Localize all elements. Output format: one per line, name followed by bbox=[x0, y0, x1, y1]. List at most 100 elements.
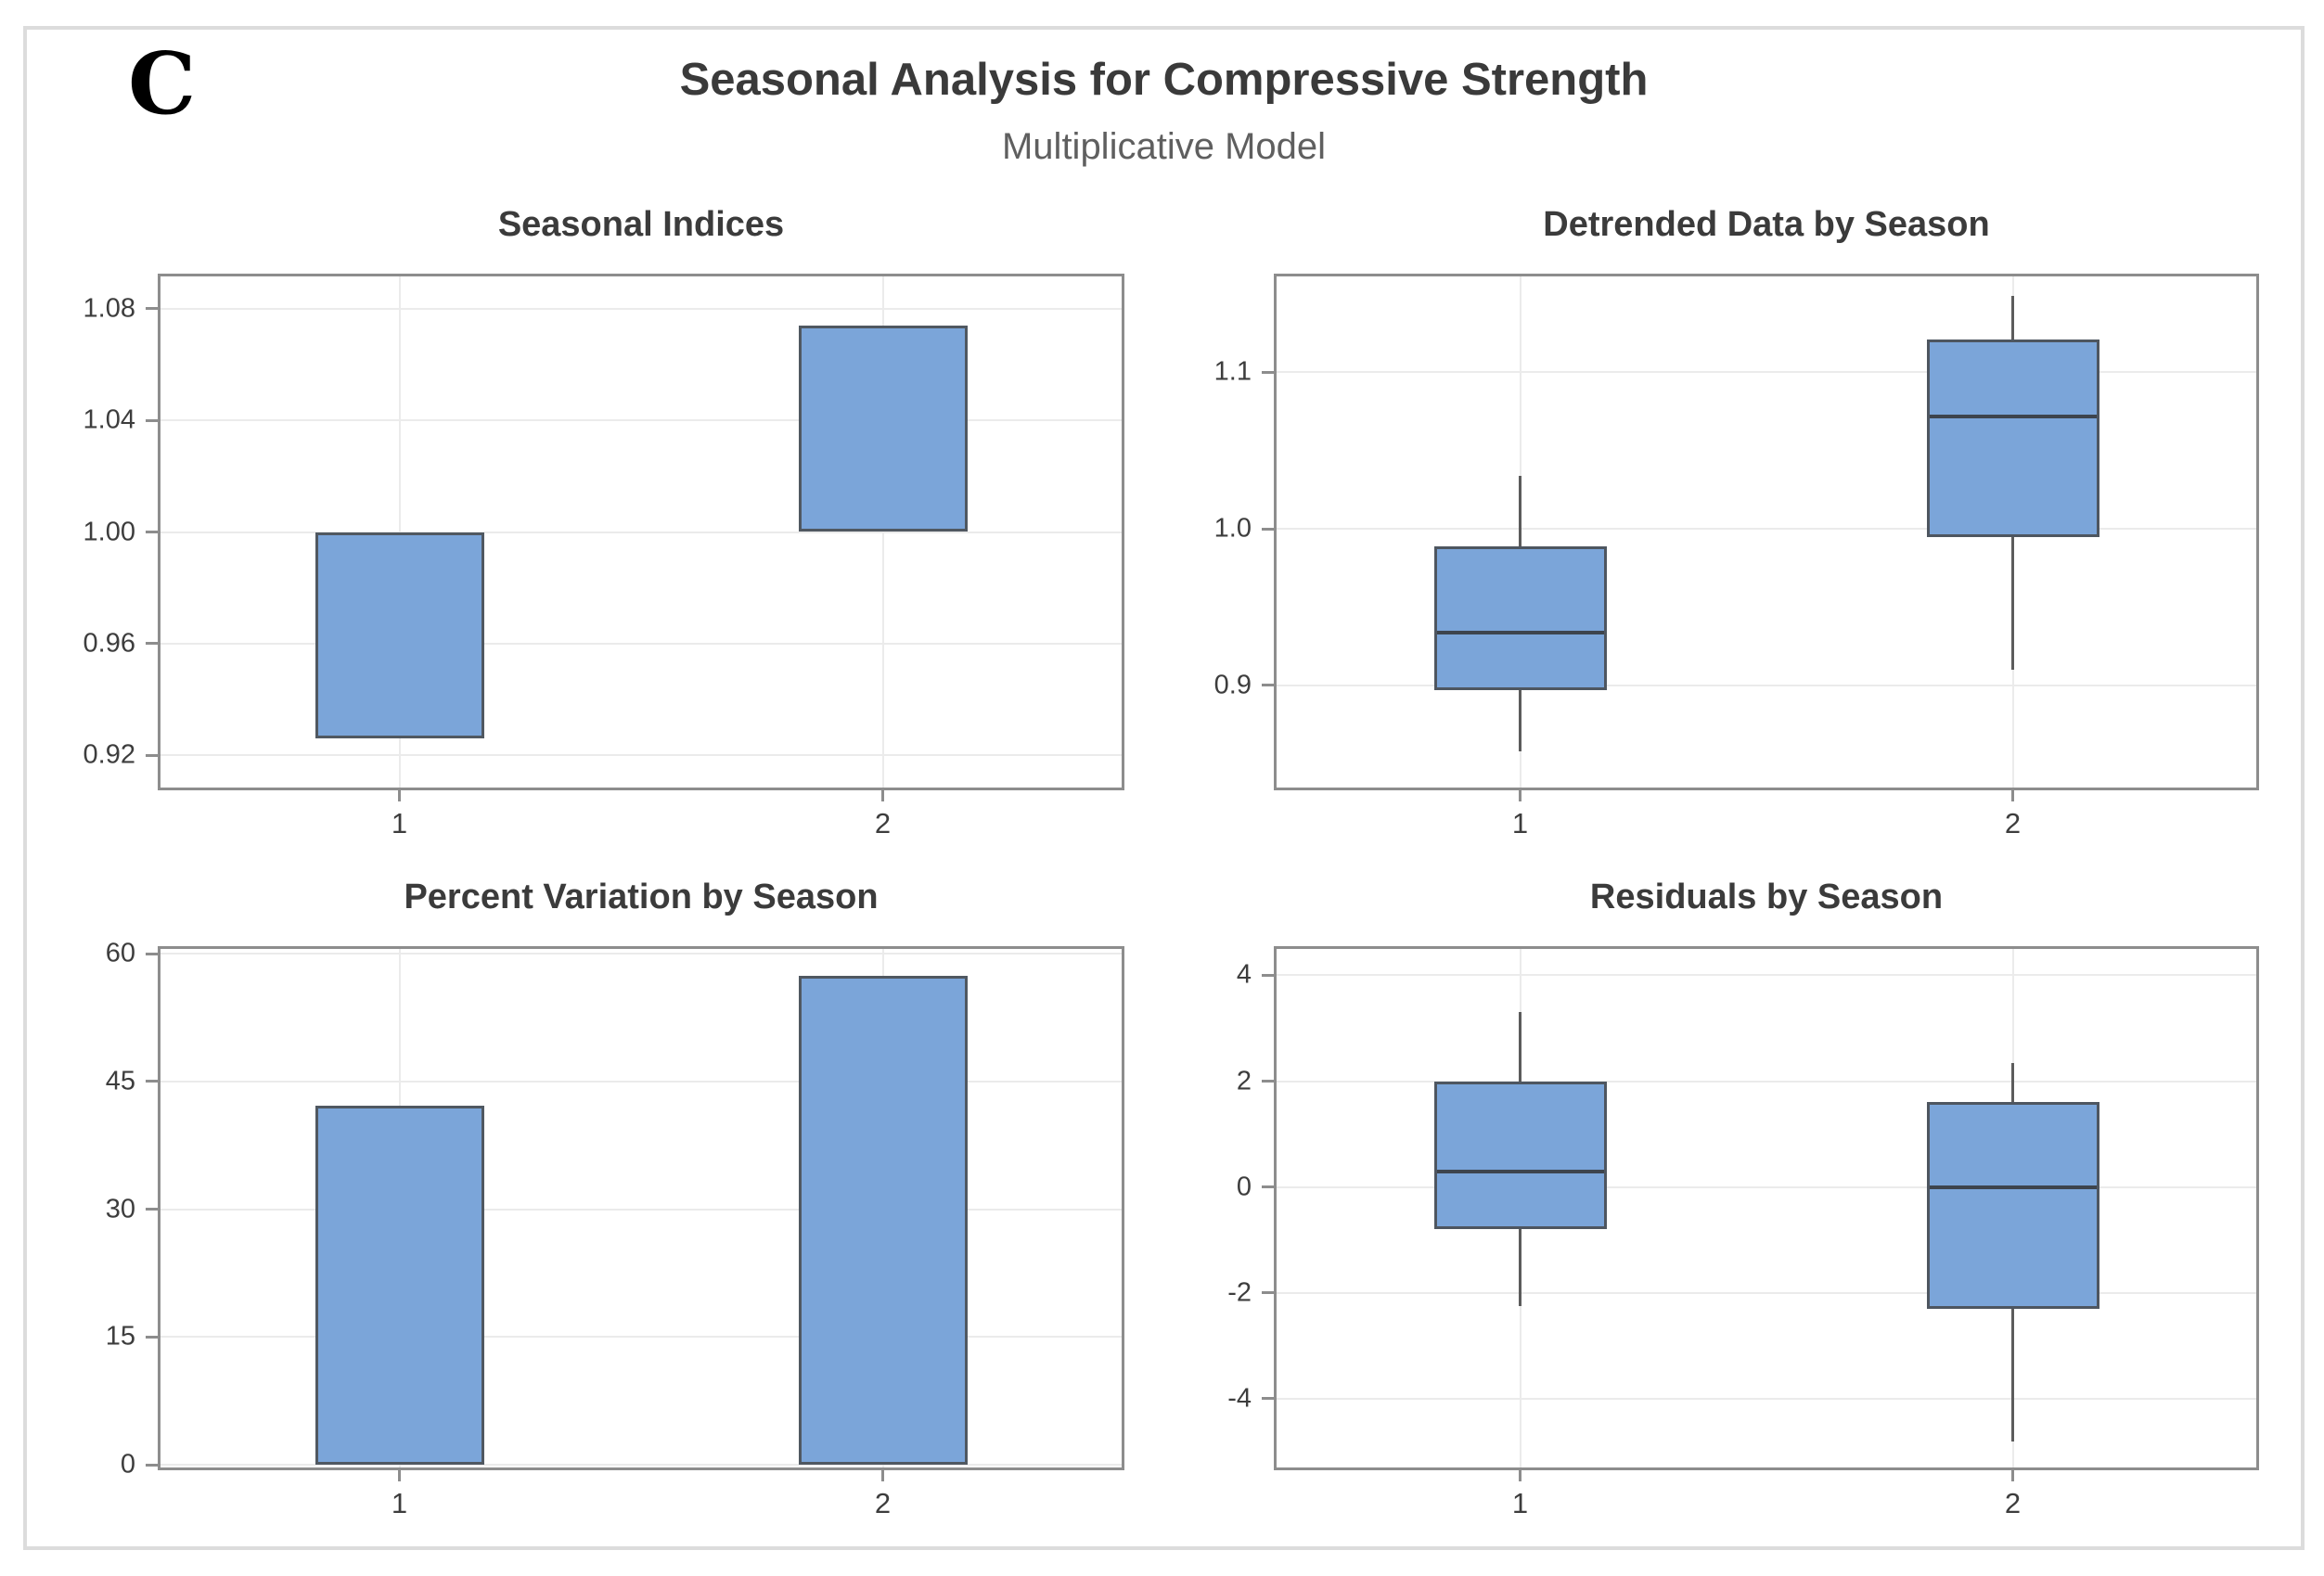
y-axis-tick bbox=[146, 1463, 158, 1467]
y-axis-tick bbox=[146, 1208, 158, 1211]
x-axis-tick bbox=[2011, 790, 2014, 801]
gridline-horizontal bbox=[158, 1080, 1124, 1083]
plot-area-border bbox=[1274, 946, 2259, 1470]
lower-whisker bbox=[2011, 536, 2014, 671]
bar-season-2 bbox=[798, 325, 968, 532]
bar-season-1 bbox=[315, 532, 484, 739]
y-axis-tick-label: 1.0 bbox=[1213, 513, 1252, 544]
y-axis-tick bbox=[146, 753, 158, 757]
x-axis-tick-label: 1 bbox=[1511, 807, 1529, 839]
x-axis-tick-label: 1 bbox=[1511, 1487, 1529, 1519]
gridline-horizontal bbox=[158, 531, 1124, 533]
gridline-horizontal bbox=[1274, 974, 2259, 977]
y-axis-tick bbox=[146, 1335, 158, 1339]
gridline-horizontal bbox=[158, 419, 1124, 422]
subplot-residuals-by-season: Residuals by Season 4 2 0 -2 -4 1 2 bbox=[1227, 878, 2259, 1519]
y-axis-tick bbox=[1262, 973, 1274, 977]
upper-whisker bbox=[1519, 1012, 1522, 1082]
y-axis-tick bbox=[146, 418, 158, 422]
x-axis-tick bbox=[2011, 1470, 2014, 1481]
gridline-horizontal bbox=[158, 1336, 1124, 1339]
main-title: Seasonal Analysis for Compressive Streng… bbox=[679, 55, 1649, 105]
bar-season-2 bbox=[798, 976, 968, 1466]
gridline-horizontal bbox=[1274, 1185, 2259, 1188]
y-axis-tick bbox=[146, 1080, 158, 1083]
y-axis-tick-label: 1.08 bbox=[83, 293, 135, 324]
y-axis-tick-label: 30 bbox=[105, 1194, 135, 1224]
subplot-title: Seasonal Indices bbox=[497, 205, 785, 244]
subplot-seasonal-indices: Seasonal Indices 1.08 1.04 1.00 0.96 0.92 1 2 bbox=[83, 205, 1124, 839]
y-axis-tick-label: 1.04 bbox=[83, 404, 135, 435]
gridline-horizontal bbox=[1274, 1397, 2259, 1400]
x-axis-tick-label: 1 bbox=[391, 1487, 408, 1519]
y-axis-tick bbox=[1262, 1291, 1274, 1295]
subplot-title: Detrended Data by Season bbox=[1543, 205, 1990, 244]
x-axis-tick bbox=[398, 790, 401, 801]
gridline-horizontal bbox=[1274, 371, 2259, 374]
y-axis-tick bbox=[146, 952, 158, 955]
subplot-detrended-data-by-season: Detrended Data by Season 1.1 1.0 0.9 1 2 bbox=[1214, 205, 2259, 839]
y-axis-tick bbox=[146, 307, 158, 311]
bar-season-1 bbox=[315, 1105, 484, 1466]
y-axis-tick-label: -2 bbox=[1227, 1277, 1252, 1308]
plot-area-border bbox=[158, 946, 1124, 1470]
y-axis-tick-label: 0.92 bbox=[83, 739, 135, 770]
y-axis-tick-label: 45 bbox=[105, 1066, 135, 1096]
gridline-horizontal bbox=[1274, 528, 2259, 531]
y-axis-tick bbox=[1262, 684, 1274, 687]
box-season-2 bbox=[1926, 339, 2099, 537]
box-season-1 bbox=[1433, 1081, 1607, 1230]
y-axis-tick-label: 1.00 bbox=[83, 517, 135, 546]
x-axis-tick bbox=[398, 1470, 401, 1481]
median-line bbox=[1436, 1169, 1604, 1173]
subtitle: Multiplicative Model bbox=[1001, 126, 1327, 167]
subplot-title: Percent Variation by Season bbox=[404, 878, 879, 916]
median-line bbox=[1436, 630, 1604, 634]
x-axis-tick-label: 1 bbox=[391, 807, 408, 839]
median-line bbox=[1929, 414, 2097, 418]
gridline-horizontal bbox=[1274, 1080, 2259, 1083]
y-axis-tick-label: -4 bbox=[1227, 1383, 1252, 1414]
y-axis-tick bbox=[1262, 1185, 1274, 1189]
x-axis-tick-label: 2 bbox=[874, 807, 892, 839]
x-axis-tick bbox=[881, 1470, 884, 1481]
gridline-horizontal bbox=[1274, 684, 2259, 686]
box-season-1 bbox=[1433, 545, 1607, 690]
y-axis-tick bbox=[1262, 1397, 1274, 1401]
x-axis-tick-label: 2 bbox=[2004, 807, 2022, 839]
y-axis-tick-label: 1.1 bbox=[1213, 356, 1252, 387]
y-axis-tick-label: 60 bbox=[105, 938, 135, 968]
gridline-horizontal bbox=[1274, 1291, 2259, 1294]
y-axis-tick bbox=[1262, 527, 1274, 531]
y-axis-tick-label: 0 bbox=[120, 1449, 135, 1480]
gridline-horizontal bbox=[158, 307, 1124, 310]
gridline-horizontal bbox=[158, 642, 1124, 645]
x-axis-tick-label: 2 bbox=[874, 1487, 892, 1519]
gridline-horizontal bbox=[158, 953, 1124, 955]
y-axis-tick-label: 0 bbox=[1236, 1172, 1252, 1202]
plot-area-border bbox=[158, 274, 1124, 790]
y-axis-tick bbox=[1262, 370, 1274, 374]
upper-whisker bbox=[2011, 1062, 2014, 1103]
lower-whisker bbox=[2011, 1308, 2014, 1441]
x-axis-tick-label: 2 bbox=[2004, 1487, 2022, 1519]
gridline-horizontal bbox=[158, 1464, 1124, 1467]
lower-whisker bbox=[1519, 1229, 1522, 1307]
subplot-title: Residuals by Season bbox=[1589, 878, 1944, 916]
gridline-horizontal bbox=[158, 754, 1124, 757]
median-line bbox=[1929, 1185, 2097, 1189]
y-axis-tick-label: 4 bbox=[1236, 959, 1252, 990]
gridline-horizontal bbox=[158, 1208, 1124, 1211]
plot-area-border bbox=[1274, 274, 2259, 790]
y-axis-tick bbox=[1262, 1080, 1274, 1083]
x-axis-tick bbox=[1519, 1470, 1522, 1481]
upper-whisker bbox=[2011, 295, 2014, 340]
upper-whisker bbox=[1519, 475, 1522, 546]
y-axis-tick bbox=[146, 531, 158, 533]
subplot-percent-variation-by-season: Percent Variation by Season 60 45 30 15 0 1 2 bbox=[106, 878, 1124, 1519]
y-axis-tick-label: 2 bbox=[1236, 1066, 1252, 1096]
x-axis-tick bbox=[881, 790, 884, 801]
lower-whisker bbox=[1519, 689, 1522, 751]
x-axis-tick bbox=[1519, 790, 1522, 801]
box-season-2 bbox=[1926, 1102, 2099, 1309]
